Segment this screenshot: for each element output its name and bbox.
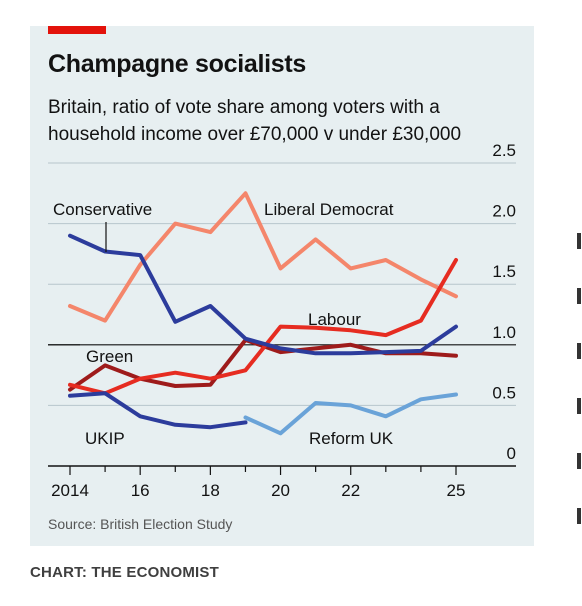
y-tick-label: 1.5 (492, 262, 516, 281)
series-label-reform-uk: Reform UK (309, 429, 394, 448)
x-tick-label: 2014 (51, 481, 89, 500)
edge-mark (577, 288, 581, 304)
series-line-reform-uk (243, 392, 458, 436)
x-tick-label: 22 (341, 481, 360, 500)
x-tick-label: 25 (447, 481, 466, 500)
edge-mark (577, 508, 581, 524)
chart-panel: Champagne socialists Britain, ratio of v… (30, 26, 534, 546)
series-line-ukip (68, 391, 248, 430)
x-tick-label: 20 (271, 481, 290, 500)
source-note: Source: British Election Study (48, 516, 233, 532)
line-chart: 0 0.5 1.0 1.5 2.0 2.5 2014 16 18 20 22 25 Conservati… (48, 141, 516, 500)
y-tick-label: 2.0 (492, 202, 516, 221)
y-tick-label: 0.5 (492, 383, 516, 402)
edge-mark (577, 453, 581, 469)
brand-red-bar (48, 26, 106, 34)
series-line-conservative (68, 233, 458, 356)
series-label-conservative: Conservative (53, 200, 152, 219)
x-tick-label: 18 (201, 481, 220, 500)
series-label-labour: Labour (308, 310, 361, 329)
y-tick-label: 2.5 (492, 141, 516, 160)
series-line-liberal-democrat (68, 191, 458, 323)
chart-title: Champagne socialists (48, 50, 306, 78)
chart-subtitle: Britain, ratio of vote share among voter… (48, 97, 462, 145)
y-tick-label: 0 (507, 444, 516, 463)
series-label-ukip: UKIP (85, 429, 125, 448)
series-line-labour (68, 258, 458, 396)
y-tick-label: 1.0 (492, 323, 516, 342)
edge-mark (577, 233, 581, 249)
chart-credit: CHART: THE ECONOMIST (30, 564, 219, 581)
x-tick-label: 16 (131, 481, 150, 500)
edge-mark (577, 398, 581, 414)
series-label-green: Green (86, 347, 133, 366)
edge-mark (577, 343, 581, 359)
series-label-liberal-democrat: Liberal Democrat (264, 200, 394, 219)
